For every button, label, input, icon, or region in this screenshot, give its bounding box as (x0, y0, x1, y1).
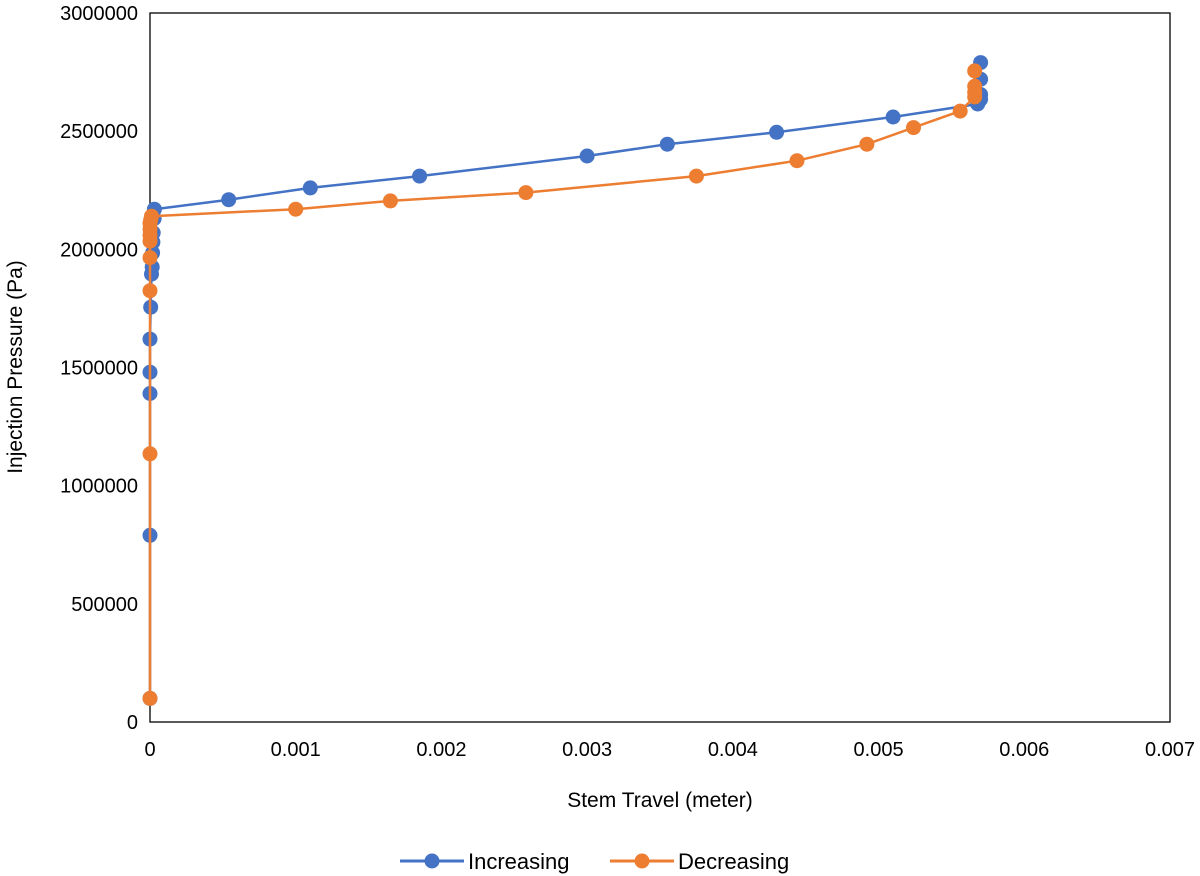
y-tick-label: 2000000 (60, 239, 138, 261)
series-line-increasing (148, 62, 982, 699)
y-tick-label: 2500000 (60, 121, 138, 143)
legend-item-decreasing: Decreasing (610, 849, 789, 874)
legend-swatch-marker-increasing (424, 853, 440, 869)
series-increasing (142, 55, 989, 706)
y-tick-label: 3000000 (60, 3, 138, 25)
data-point-decreasing (142, 446, 158, 462)
x-axis-title: Stem Travel (meter) (567, 789, 753, 812)
series-layer (142, 55, 989, 706)
legend-label-decreasing: Decreasing (678, 849, 789, 874)
data-point-decreasing (142, 283, 158, 299)
x-tick-label: 0.007 (1145, 739, 1195, 761)
y-axis-tick-labels: 0 500000 1000000 1500000 2000000 2500000 30000… (60, 3, 138, 734)
data-point-decreasing (967, 89, 983, 105)
x-tick-label: 0 (144, 739, 155, 761)
data-point-increasing (579, 148, 595, 164)
data-point-decreasing (288, 201, 304, 217)
x-tick-label: 0.006 (999, 739, 1049, 761)
x-tick-label: 0.005 (854, 739, 904, 761)
data-point-increasing (221, 192, 237, 208)
data-point-decreasing (906, 120, 921, 136)
data-point-increasing (302, 180, 318, 196)
data-point-decreasing (382, 193, 398, 209)
x-tick-label: 0.003 (562, 739, 612, 761)
x-tick-label: 0.001 (271, 739, 321, 761)
y-tick-label: 500000 (71, 594, 138, 616)
data-point-decreasing (142, 250, 158, 266)
data-point-increasing (885, 109, 901, 125)
x-tick-label: 0.002 (416, 739, 466, 761)
data-point-increasing (659, 136, 675, 152)
x-axis-tick-labels: 0 0.001 0.002 0.003 0.004 0.005 0.006 0.007 (144, 739, 1195, 761)
data-point-decreasing (142, 233, 158, 249)
series-line-decreasing (148, 70, 976, 699)
data-point-decreasing (142, 690, 158, 706)
data-point-increasing (412, 168, 428, 184)
y-tick-label: 0 (127, 712, 138, 734)
legend-label-increasing: Increasing (468, 849, 570, 874)
data-point-decreasing (518, 185, 534, 201)
legend-item-increasing: Increasing (400, 849, 570, 874)
data-point-decreasing (952, 103, 968, 119)
plot-area-frame (149, 12, 1171, 723)
legend-swatch-marker-decreasing (634, 853, 650, 869)
data-point-decreasing (789, 153, 805, 169)
data-point-decreasing (967, 63, 983, 79)
y-tick-label: 1500000 (60, 358, 138, 380)
data-point-increasing (769, 124, 785, 140)
legend: Increasing Decreasing (400, 849, 789, 874)
y-tick-label: 1000000 (60, 476, 138, 498)
series-decreasing (142, 63, 983, 706)
y-axis-title: Injection Pressure (Pa) (4, 260, 27, 474)
data-point-decreasing (688, 168, 704, 184)
data-point-decreasing (859, 136, 875, 152)
x-tick-label: 0.004 (708, 739, 758, 761)
